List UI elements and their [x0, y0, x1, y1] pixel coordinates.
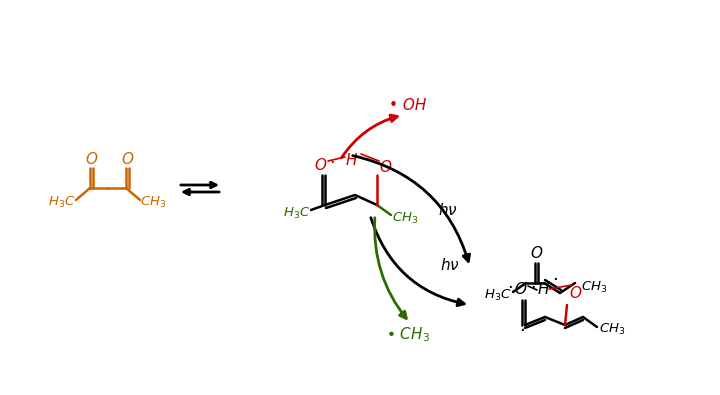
Text: O: O	[121, 152, 133, 167]
Text: ·: ·	[530, 279, 536, 297]
Text: • OH: • OH	[390, 98, 427, 113]
Text: O: O	[85, 152, 97, 167]
Text: H$_3$C: H$_3$C	[485, 288, 512, 303]
Text: ·: ·	[329, 154, 335, 172]
Text: ·: ·	[507, 279, 513, 297]
Text: O: O	[569, 286, 581, 301]
Text: ·: ·	[552, 271, 558, 289]
Text: CH$_3$: CH$_3$	[140, 194, 166, 210]
Text: CH$_3$: CH$_3$	[599, 322, 625, 337]
Text: • CH$_3$: • CH$_3$	[386, 325, 430, 344]
Text: CH$_3$: CH$_3$	[581, 279, 607, 295]
Text: H: H	[537, 282, 549, 297]
Text: ·: ·	[338, 149, 344, 167]
Text: $h\nu$: $h\nu$	[440, 257, 460, 273]
Text: H: H	[346, 152, 356, 167]
Text: O: O	[314, 158, 326, 173]
Text: O: O	[530, 246, 542, 261]
Text: O: O	[514, 282, 526, 297]
Text: H$_3$C: H$_3$C	[283, 205, 311, 220]
Text: ·: ·	[519, 322, 525, 340]
Text: H$_3$C: H$_3$C	[48, 194, 76, 210]
Text: CH$_3$: CH$_3$	[392, 211, 418, 226]
Text: $h\nu$: $h\nu$	[438, 202, 458, 218]
Text: O: O	[379, 160, 391, 175]
